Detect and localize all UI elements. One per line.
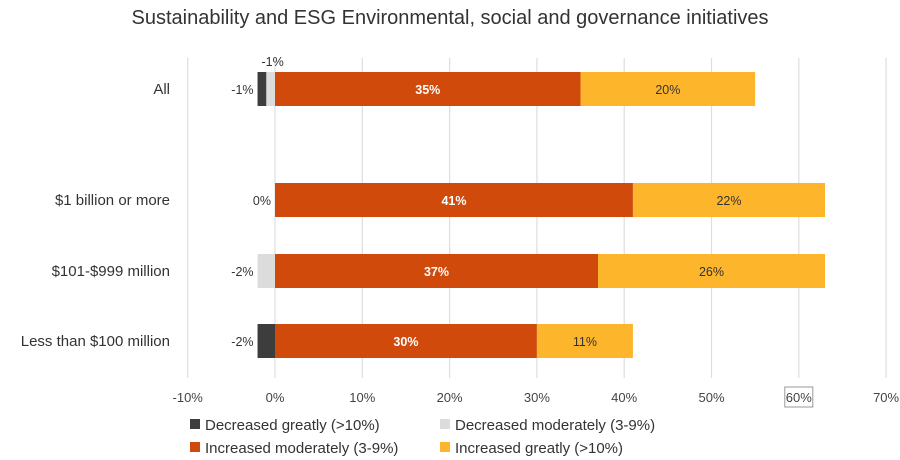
data-label: -1%: [231, 83, 253, 97]
x-axis-ticks: -10% 0% 10% 20% 30% 40% 50% 60% 70%: [173, 386, 900, 408]
data-label: 22%: [716, 194, 741, 208]
data-label: 41%: [441, 194, 466, 208]
x-tick-label: 50%: [698, 390, 724, 405]
bar-segment: [275, 183, 633, 217]
x-tick-label: 40%: [611, 390, 637, 405]
legend-swatch: [440, 442, 450, 452]
category-label: All: [153, 81, 170, 98]
bar-segment: [275, 72, 581, 106]
data-label: -2%: [231, 265, 253, 279]
legend-label: Decreased greatly (>10%): [205, 417, 380, 434]
legend-label: Increased moderately (3-9%): [205, 440, 398, 457]
data-label: 26%: [699, 265, 724, 279]
x-tick-label: 10%: [349, 390, 375, 405]
bar-segment: [536, 324, 633, 358]
data-label: -1%: [262, 55, 284, 69]
tick-highlight-box: [784, 386, 814, 408]
category-label: Less than $100 million: [21, 333, 170, 350]
x-tick-label: -10%: [173, 390, 204, 405]
data-label: 11%: [573, 335, 597, 349]
legend-swatch: [190, 419, 200, 429]
bar-segment: [598, 254, 825, 288]
x-tick-label: 60%: [786, 390, 812, 405]
bar-segment: [632, 183, 825, 217]
category-label: $101-$999 million: [52, 263, 170, 280]
bar-segment: [266, 72, 275, 106]
bar-segment: [257, 254, 275, 288]
bar-segment: [257, 324, 275, 358]
bar-segment: [275, 324, 537, 358]
bar-segment: [275, 254, 599, 288]
x-tick-label: 0%: [266, 390, 285, 405]
data-label: 20%: [655, 83, 680, 97]
chart-title: Sustainability and ESG Environmental, so…: [131, 7, 768, 29]
category-label: $1 billion or more: [55, 192, 170, 209]
data-label: 37%: [424, 265, 449, 279]
data-labels: 35% 20% -1% -1% 41% 22% 0% 37% 26% -2% 30% 11% -2%: [231, 55, 741, 349]
data-label: -2%: [231, 335, 253, 349]
bar-segment: [257, 72, 267, 106]
data-label: 0%: [253, 194, 271, 208]
x-tick-label: 30%: [524, 390, 550, 405]
data-label: 35%: [415, 83, 440, 97]
bars: [257, 72, 825, 358]
bar-segment: [580, 72, 756, 106]
legend-label: Increased greatly (>10%): [455, 440, 623, 457]
legend-swatch: [440, 419, 450, 429]
gridlines: [187, 58, 887, 378]
legend: Decreased greatly (>10%) Decreased modera…: [190, 417, 655, 457]
category-labels: All $1 billion or more $101-$999 million Le…: [21, 81, 170, 350]
x-tick-label: 20%: [437, 390, 463, 405]
legend-swatch: [190, 442, 200, 452]
data-label: 30%: [393, 335, 418, 349]
x-tick-label: 70%: [873, 390, 899, 405]
legend-label: Decreased moderately (3-9%): [455, 417, 655, 434]
